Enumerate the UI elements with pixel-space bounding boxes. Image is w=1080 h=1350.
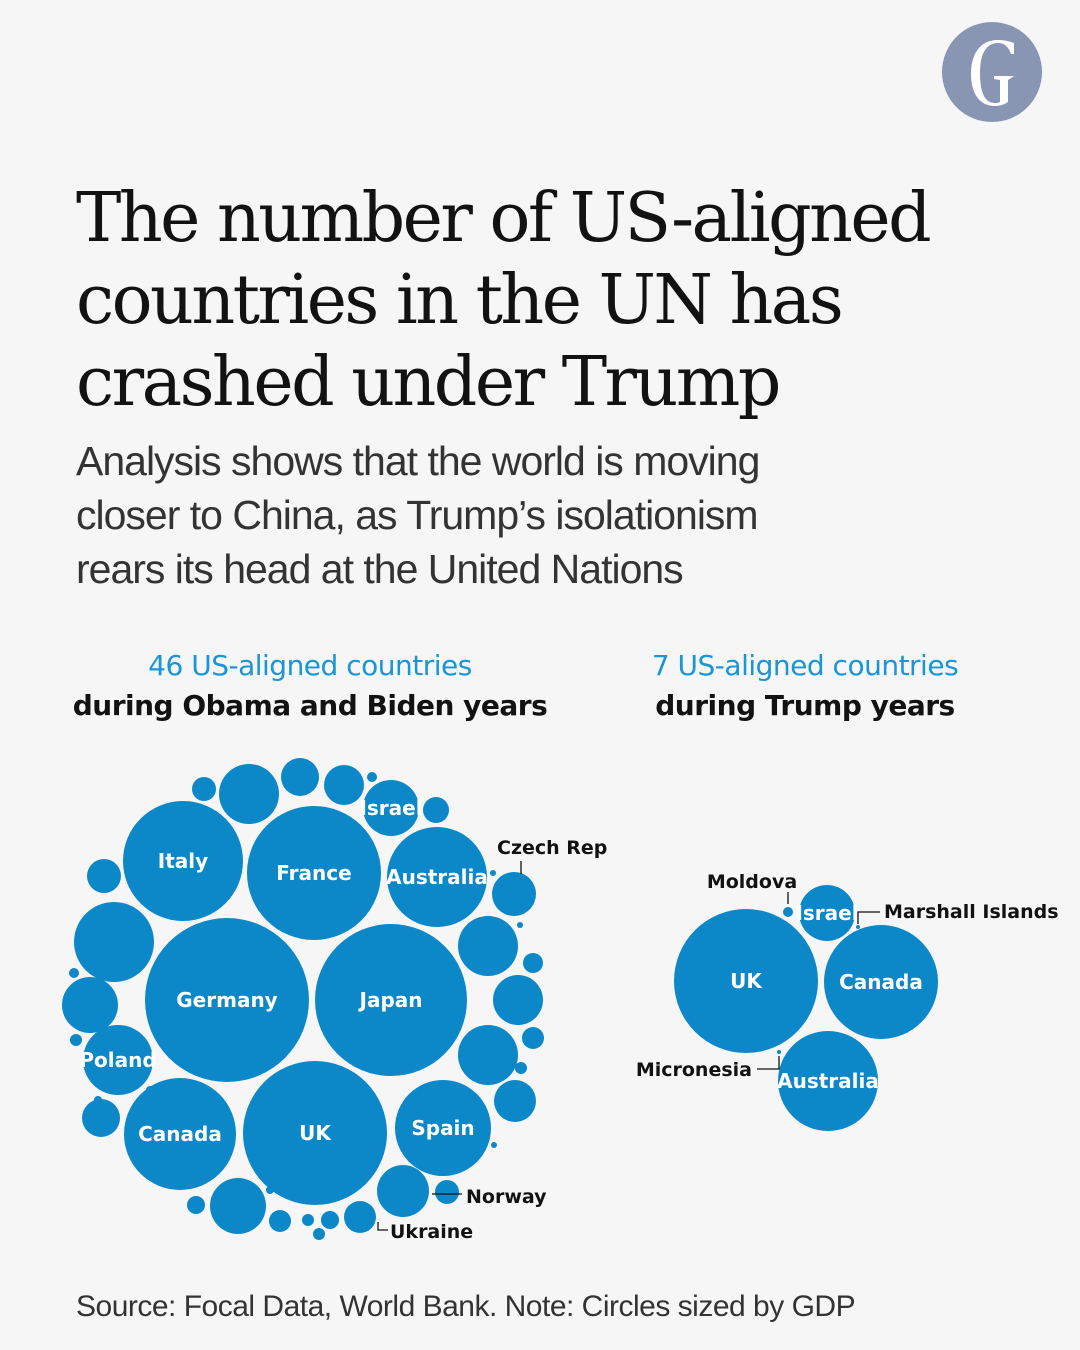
bubble-country-17 [522, 1027, 544, 1049]
label-australia: Australia [777, 1069, 879, 1093]
bubble-country-5 [423, 797, 449, 823]
bubble-country-3 [324, 765, 364, 805]
bubble-country-16 [458, 1025, 518, 1085]
trump-bubble-cluster: UK Canada Australia Israel Moldova Marshall I… [636, 871, 1059, 1131]
bubble-country-28 [491, 1142, 497, 1148]
bubble-canada [124, 1078, 236, 1190]
label-canada: Canada [839, 970, 923, 994]
headline-line: The number of US-aligned [76, 179, 932, 258]
bubble-country-27 [490, 870, 496, 876]
bubble-israel [363, 780, 419, 836]
label-japan: Japan [358, 988, 423, 1012]
headline: The number of US-aligned countries in th… [76, 178, 1016, 424]
obama-biden-bubble-cluster: Germany Japan UK France Italy Canada Australia… [62, 758, 607, 1243]
bubble-micronesia [777, 1050, 781, 1054]
bubble-country-19 [494, 1080, 536, 1122]
bubble-norway [435, 1180, 459, 1204]
headline-line: countries in the UN has [76, 261, 844, 340]
source-note: Source: Focal Data, World Bank. Note: Ci… [76, 1290, 856, 1323]
label-germany: Germany [176, 988, 277, 1012]
bubble-country-18 [515, 1062, 527, 1074]
bubble-country-12 [82, 1099, 120, 1137]
headline-line: crashed under Trump [76, 343, 781, 422]
obama-biden-count: 46 US-aligned countries [148, 649, 472, 682]
bubble-germany [145, 918, 309, 1082]
label-norway: Norway [466, 1186, 547, 1208]
label-canada: Canada [138, 1122, 222, 1146]
bubble-country-25 [321, 1211, 339, 1229]
label-ukraine: Ukraine [390, 1221, 473, 1243]
bubble-country-23 [269, 1210, 291, 1232]
bubble-country-11 [70, 1034, 82, 1046]
label-micronesia: Micronesia [636, 1059, 752, 1081]
bubble-moldova [783, 907, 793, 917]
trump-count: 7 US-aligned countries [651, 649, 959, 682]
standfirst-line: closer to China, as Trump’s isolationism [76, 492, 759, 538]
bubble-country-21 [210, 1178, 266, 1234]
bubble-country-32 [146, 1086, 154, 1094]
trump-panel-title: 7 US-aligned countries during Trump year… [560, 646, 1050, 726]
bubble-country-31 [266, 1186, 274, 1194]
bubble-country-13 [458, 916, 518, 976]
bubble-country-2 [281, 758, 319, 796]
obama-biden-panel-title: 46 US-aligned countries during Obama and… [40, 646, 580, 726]
label-italy: Italy [158, 849, 208, 873]
bubble-france [247, 806, 381, 940]
bubble-country-24 [302, 1214, 314, 1226]
bubble-italy [123, 801, 243, 921]
bubble-canada [824, 925, 938, 1039]
bubble-australia [778, 1031, 878, 1131]
label-australia: Australia [386, 865, 488, 889]
obama-biden-period: during Obama and Biden years [72, 689, 548, 722]
bubble-israel [799, 885, 855, 941]
bubble-country-22 [187, 1196, 205, 1214]
bubble-uk [243, 1061, 387, 1205]
bubble-country-6 [192, 777, 216, 801]
bubble-country-9 [69, 968, 79, 978]
label-spain: Spain [411, 1116, 474, 1140]
label-poland: Poland [79, 1048, 156, 1072]
bubble-ukraine [344, 1201, 376, 1233]
bubble-uk [674, 909, 818, 1053]
bubble-country-10 [62, 977, 118, 1033]
bubble-japan [315, 924, 467, 1076]
trump-period: during Trump years [655, 689, 955, 722]
bubble-country-29 [517, 922, 523, 928]
leader-line-marshall-islands [857, 911, 880, 924]
label-israel: Israel [795, 901, 858, 925]
label-france: France [276, 861, 351, 885]
label-israel: Israel [359, 796, 422, 820]
bubble-spain [395, 1080, 491, 1176]
label-moldova: Moldova [707, 871, 797, 893]
bubble-czech-rep [492, 872, 536, 916]
guardian-logo-icon [942, 22, 1042, 122]
bubble-poland [83, 1025, 153, 1095]
bubble-country-20 [377, 1165, 429, 1217]
bubble-country-7 [87, 859, 121, 893]
bubble-marshall-islands [856, 925, 860, 929]
bubble-country-1 [219, 764, 279, 824]
bubble-country-30 [472, 1142, 482, 1152]
bubble-country-26 [313, 1228, 325, 1240]
bubble-country-4 [367, 772, 377, 782]
bubble-country-15 [493, 975, 543, 1025]
label-uk: UK [730, 969, 763, 993]
label-marshall-islands: Marshall Islands [884, 901, 1059, 923]
standfirst-line: rears its head at the United Nations [76, 546, 684, 592]
standfirst: Analysis shows that the world is moving … [76, 434, 1026, 596]
bubble-australia [387, 827, 487, 927]
leader-line-ukraine [377, 1222, 388, 1231]
bubble-country-33 [94, 1096, 102, 1104]
label-czech-rep: Czech Rep [497, 837, 607, 859]
bubble-country-8 [74, 902, 154, 982]
standfirst-line: Analysis shows that the world is moving [76, 438, 760, 484]
label-uk: UK [299, 1121, 332, 1145]
bubble-country-14 [523, 953, 543, 973]
leader-line-micronesia [757, 1056, 780, 1070]
